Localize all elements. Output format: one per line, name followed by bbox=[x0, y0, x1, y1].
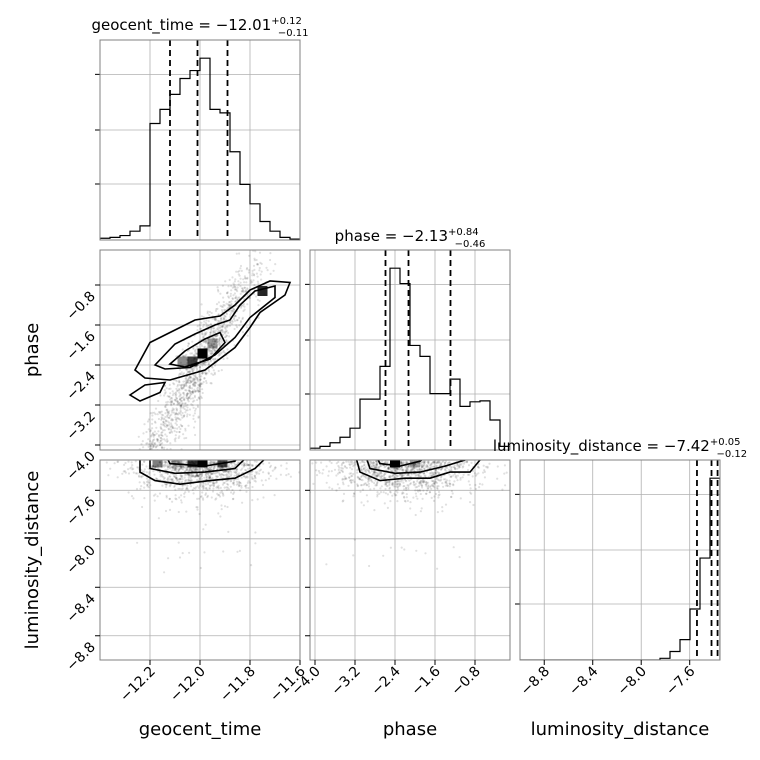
scatter-luminosity-distance-vs-geocent-time-ytick-label: −8.0 bbox=[63, 542, 98, 577]
hist-geocent-time-frame bbox=[99, 39, 301, 241]
xlabel-luminosity-distance: luminosity_distance bbox=[531, 719, 710, 740]
panel-phase-histogram bbox=[305, 249, 511, 665]
panel-luminosity-distance-vs-phase: −4.0 −3.2 −2.4 −1.6 −0.8 bbox=[288, 459, 511, 699]
scatter-luminosity-distance-vs-geocent-time-xtick-label: −12.2 bbox=[117, 664, 159, 706]
scatter-phase-vs-geocent-time-density-cell bbox=[257, 286, 268, 296]
panel-luminosity-distance-vs-geocent-time: −12.2 −12.0 −11.8 −11.6−8.8−8.4−8.0−7.6 bbox=[63, 459, 309, 706]
scatter-luminosity-distance-vs-geocent-time-density-cell bbox=[172, 460, 183, 468]
scatter-luminosity-distance-vs-geocent-time-contour bbox=[139, 460, 265, 486]
scatter-luminosity-distance-vs-geocent-time-xtick-label: −12.0 bbox=[167, 664, 209, 706]
gridlines bbox=[314, 250, 476, 450]
scatter-phase-vs-geocent-time-ytick-label: −4.0 bbox=[63, 449, 98, 484]
scatter-luminosity-distance-vs-geocent-time-contour bbox=[149, 460, 245, 475]
scatter-luminosity-distance-vs-phase-contour bbox=[377, 460, 424, 467]
scatter-luminosity-distance-vs-phase-xtick-label: −2.4 bbox=[368, 663, 403, 698]
scatter-phase-vs-geocent-time-density-cell bbox=[177, 356, 188, 367]
gridlines bbox=[100, 250, 300, 450]
scatter-luminosity-distance-vs-geocent-time-points bbox=[105, 460, 300, 574]
hist-phase-step bbox=[310, 267, 510, 450]
scatter-luminosity-distance-vs-phase-frame bbox=[309, 459, 511, 661]
xlabel-geocent-time: geocent_time bbox=[139, 719, 262, 740]
scatter-phase-vs-geocent-time-frame bbox=[99, 249, 301, 451]
scatter-luminosity-distance-vs-geocent-time-contour bbox=[167, 460, 237, 467]
scatter-phase-vs-geocent-time-ytick-label: −3.2 bbox=[63, 409, 98, 444]
scatter-phase-vs-geocent-time-contour bbox=[168, 331, 226, 368]
scatter-phase-vs-geocent-time-density-cell bbox=[197, 348, 208, 359]
scatter-luminosity-distance-vs-geocent-time-density-cell bbox=[187, 460, 198, 468]
hist-phase-frame bbox=[309, 249, 511, 451]
hist-geocent-time-step bbox=[100, 57, 300, 240]
gridlines bbox=[100, 460, 300, 660]
scatter-phase-vs-geocent-time-contour bbox=[133, 280, 292, 381]
scatter-luminosity-distance-vs-phase-density-cell bbox=[410, 460, 420, 468]
hist-luminosity-distance-xtick-label: −7.6 bbox=[663, 663, 698, 698]
hist-luminosity-distance-xtick-label: −8.8 bbox=[518, 664, 553, 699]
hist-luminosity-distance-xtick-label: −8.4 bbox=[566, 663, 601, 698]
scatter-luminosity-distance-vs-geocent-time-ytick-label: −8.8 bbox=[63, 639, 98, 674]
scatter-luminosity-distance-vs-phase-xtick-label: −3.2 bbox=[328, 664, 363, 699]
scatter-luminosity-distance-vs-geocent-time-ytick-label: −8.4 bbox=[63, 591, 98, 626]
scatter-phase-vs-geocent-time-contour bbox=[153, 284, 276, 370]
hist-luminosity-distance-step bbox=[520, 477, 720, 660]
scatter-phase-vs-geocent-time-contour bbox=[128, 381, 167, 402]
scatter-luminosity-distance-vs-geocent-time-ytick-label: −7.6 bbox=[63, 494, 98, 529]
scatter-phase-vs-geocent-time-density-cell bbox=[207, 338, 218, 349]
scatter-luminosity-distance-vs-geocent-time-density-cell bbox=[152, 460, 163, 468]
gridlines bbox=[543, 460, 691, 660]
hist-luminosity-distance-xtick-label: −8.0 bbox=[615, 664, 650, 699]
ylabel-luminosity-distance: luminosity_distance bbox=[22, 471, 43, 650]
scatter-phase-vs-geocent-time-ytick-label: −2.4 bbox=[63, 368, 98, 403]
scatter-luminosity-distance-vs-geocent-time-xtick-label: −11.8 bbox=[217, 664, 259, 706]
ylabel-phase: phase bbox=[22, 323, 43, 377]
scatter-luminosity-distance-vs-phase-contour bbox=[355, 460, 482, 482]
hist-luminosity-distance-frame bbox=[519, 459, 721, 661]
panel-phase-vs-geocent-time: −4.0 −3.2 −2.4 −1.6 −0.8 bbox=[63, 249, 301, 665]
gridlines bbox=[310, 460, 510, 660]
scatter-luminosity-distance-vs-phase-points bbox=[310, 460, 508, 570]
panel-luminosity-distance-histogram: −8.8 −8.4 −8.0 −7.6 bbox=[515, 459, 721, 699]
scatter-phase-vs-geocent-time-points bbox=[137, 250, 277, 450]
scatter-phase-vs-geocent-time-ytick-label: −0.8 bbox=[63, 289, 98, 324]
scatter-phase-vs-geocent-time-density-cell bbox=[187, 356, 198, 367]
scatter-luminosity-distance-vs-phase-density-cell bbox=[390, 460, 400, 468]
title-geocent-time: geocent_time = −12.01+0.12 −0.11 bbox=[91, 16, 308, 39]
scatter-luminosity-distance-vs-phase-xtick-label: −1.6 bbox=[408, 663, 443, 698]
scatter-luminosity-distance-vs-phase-xtick-label: −0.8 bbox=[448, 664, 483, 699]
xlabel-phase: phase bbox=[383, 719, 437, 740]
title-phase: phase = −2.13+0.84 −0.46 bbox=[335, 227, 486, 250]
panel-geocent-time-histogram bbox=[95, 39, 301, 665]
scatter-luminosity-distance-vs-phase-contour bbox=[366, 460, 467, 475]
title-luminosity-distance: luminosity_distance = −7.42+0.05 −0.12 bbox=[493, 437, 747, 460]
scatter-luminosity-distance-vs-geocent-time-density-cell bbox=[197, 460, 208, 468]
scatter-phase-vs-geocent-time-ytick-label: −1.6 bbox=[63, 328, 98, 363]
